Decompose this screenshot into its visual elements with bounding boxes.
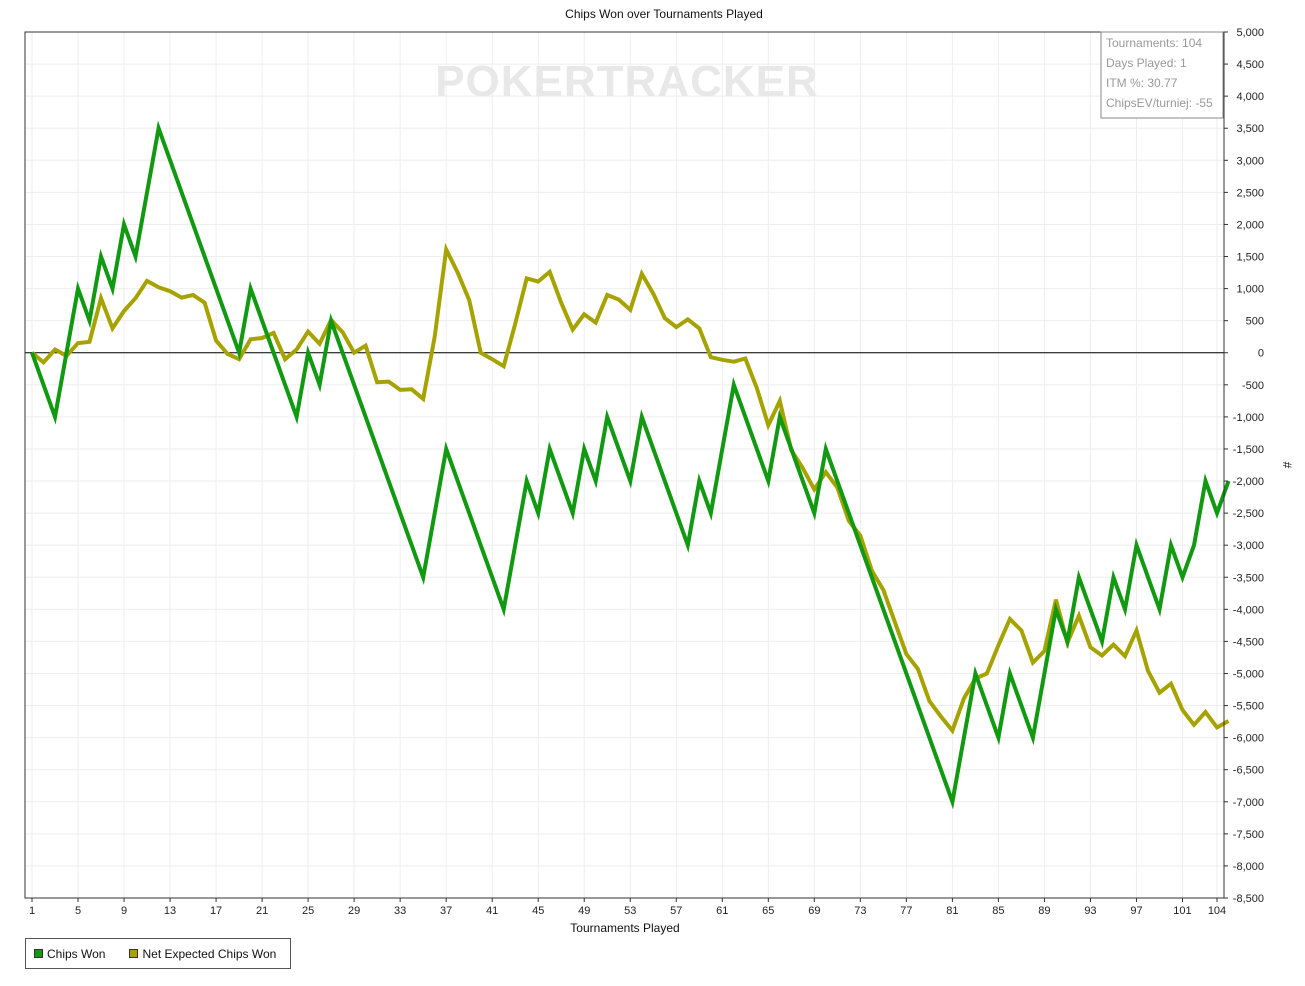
x-tick-label: 25 [302,905,314,917]
legend-swatch-net-expected [129,949,139,958]
series-lines [30,120,1231,810]
x-tick-label: 21 [256,905,268,917]
x-tick-label: 5 [75,905,81,917]
y-tick-label: -4,000 [1233,604,1264,616]
y-tick-label: -5,000 [1233,668,1264,680]
x-tick-label: 89 [1038,905,1050,917]
stats-box: Tournaments: 104 Days Played: 1 ITM %: 3… [1100,31,1224,119]
legend-label-chips-won: Chips Won [47,946,106,961]
x-tick-label: 85 [992,905,1004,917]
stats-days-played: Days Played: 1 [1106,56,1187,70]
y-tick-label: 1,500 [1236,252,1264,264]
y-tick-label: -2,500 [1233,508,1264,520]
x-tick-label: 37 [440,905,452,917]
y-tick-label: -500 [1242,380,1264,392]
y-tick-label: -3,000 [1233,540,1264,552]
y-tick-label: 1,000 [1236,284,1264,296]
y-tick-label: -8,500 [1233,893,1264,905]
legend-item-chips-won[interactable]: Chips Won [34,947,105,961]
x-tick-label: 9 [121,905,127,917]
x-tick-label: 41 [486,905,498,917]
y-axis-title: # [1280,462,1294,469]
y-tick-label: -4,500 [1233,636,1264,648]
x-tick-label: 61 [716,905,728,917]
x-tick-label: 81 [946,905,958,917]
y-tick-label: 3,500 [1236,123,1264,135]
y-tick-label: -5,500 [1233,701,1264,713]
x-tick-label: 73 [854,905,866,917]
stats-tournaments: Tournaments: 104 [1106,36,1202,50]
y-tick-label: -7,500 [1233,829,1264,841]
stats-chips-ev: ChipsEV/turniej: -55 [1106,96,1213,110]
legend-swatch-chips-won [34,949,43,958]
legend-label-net-expected: Net Expected Chips Won [142,946,277,961]
x-tick-label: 104 [1208,905,1226,917]
y-tick-label: 500 [1246,316,1264,328]
x-tick-label: 45 [532,905,544,917]
chart-title: Chips Won over Tournaments Played [565,7,763,21]
y-tick-label: -7,000 [1233,797,1264,809]
x-tick-label: 49 [578,905,590,917]
y-tick-label: 4,500 [1236,59,1264,71]
x-tick-label: 101 [1173,905,1191,917]
x-tick-label: 77 [900,905,912,917]
plot-border [24,31,1225,899]
x-tick-label: 69 [808,905,820,917]
x-tick-label: 53 [624,905,636,917]
y-axis-ticks: 5,000 4,500 4,000 3,500 3,000 2,500 2,000 1,500… [1224,27,1264,905]
x-tick-label: 29 [348,905,360,917]
x-tick-label: 97 [1130,905,1142,917]
y-tick-label: 2,500 [1236,187,1264,199]
y-tick-label: 0 [1258,348,1264,360]
chart-legend: Chips Won Net Expected Chips Won [25,938,291,969]
y-tick-label: -3,500 [1233,572,1264,584]
stats-itm: ITM %: 30.77 [1106,76,1178,90]
x-tick-label: 13 [164,905,176,917]
series-chips-won [30,120,1231,810]
x-tick-label: 1 [29,905,35,917]
series-net-expected-chips-won [30,242,1230,735]
x-tick-label: 65 [762,905,774,917]
x-tick-label: 93 [1084,905,1096,917]
y-tick-label: -2,000 [1233,476,1264,488]
y-tick-label: 2,000 [1236,219,1264,231]
x-axis-title: Tournaments Played [570,921,679,935]
y-tick-label: 5,000 [1236,27,1264,39]
watermark-logo: POKERTRACKER [435,57,819,106]
y-tick-label: -6,000 [1233,733,1264,745]
y-tick-label: -8,000 [1233,861,1264,873]
y-tick-label: 3,000 [1236,155,1264,167]
y-tick-label: -1,000 [1233,412,1264,424]
x-tick-label: 33 [394,905,406,917]
y-tick-label: 4,000 [1236,91,1264,103]
legend-item-net-expected[interactable]: Net Expected Chips Won [129,947,276,961]
x-tick-label: 57 [670,905,682,917]
x-axis-ticks: 1 5 9 13 17 21 25 29 33 37 41 45 49 53 57 61 65 69 73 77 81 8… [29,898,1226,917]
y-tick-label: -6,500 [1233,765,1264,777]
y-tick-label: -1,500 [1233,444,1264,456]
x-tick-label: 17 [210,905,222,917]
